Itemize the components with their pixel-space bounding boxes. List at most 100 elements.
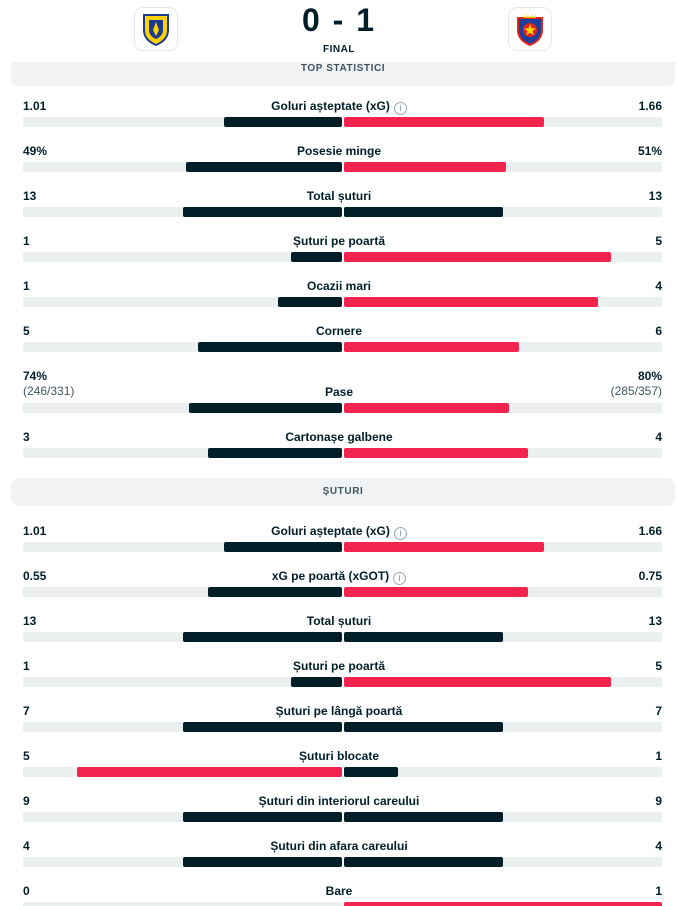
home-stat-value: 0 [23, 884, 30, 898]
stat-row: 0 Bare 1 [0, 884, 678, 906]
home-value-text: 1.01 [23, 99, 47, 113]
shots-stats-list: 1.01 Goluri așteptate (xG) i 1.66 0.55 xG pe … [0, 524, 678, 906]
stat-label-text: Pase [324, 385, 354, 399]
home-bar-track [23, 857, 342, 867]
away-stat-value: 4 [655, 279, 662, 293]
home-value-text: 1 [23, 659, 30, 673]
home-stat-value: 49% [23, 144, 47, 158]
away-stat-value: 5 [655, 234, 662, 248]
home-value-text: 13 [23, 189, 37, 203]
away-bar [344, 632, 503, 642]
away-team-crest[interactable] [509, 8, 551, 50]
info-icon[interactable]: i [393, 102, 407, 115]
fcsb-crest-icon [517, 14, 543, 46]
stat-label: xG pe poartă (xGOT) i [0, 569, 678, 585]
stat-label-text: Goluri așteptate (xG) [271, 99, 390, 113]
home-bar [182, 632, 342, 642]
stat-label: Șuturi blocate [0, 749, 678, 763]
home-bar-track [23, 207, 342, 217]
home-value-text: 49% [23, 144, 48, 158]
away-stat-value: 4 [655, 839, 662, 853]
away-bar-track [344, 767, 662, 777]
stat-label: Goluri așteptate (xG) i [0, 99, 678, 115]
home-stat-value: 74% (246/331) [23, 369, 74, 398]
stat-label: Goluri așteptate (xG) i [0, 524, 678, 540]
home-stat-value: 5 [23, 749, 30, 763]
home-bar-track [23, 812, 342, 822]
stat-label-text: Posesie minge [296, 144, 382, 158]
home-stat-value: 5 [23, 324, 30, 338]
stat-row: 5 Cornere 6 [0, 324, 678, 369]
stat-row: 5 Șuturi blocate 1 [0, 749, 678, 794]
home-bar-track [23, 403, 342, 413]
away-value-text: 4 [655, 279, 662, 293]
away-stat-value: 1 [655, 884, 662, 898]
home-bar [188, 403, 342, 413]
stat-row: 3 Cartonașe galbene 4 [0, 430, 678, 475]
stat-row: 49% Posesie minge 51% [0, 144, 678, 189]
away-stat-value: 7 [655, 704, 662, 718]
away-value-text: 1.66 [638, 99, 662, 113]
home-bar [290, 252, 342, 262]
home-stat-value: 4 [23, 839, 30, 853]
home-value-text: 0 [23, 884, 30, 898]
stat-label: Șuturi pe poartă [0, 659, 678, 673]
away-bar-track [344, 587, 662, 597]
home-bar-track [23, 162, 342, 172]
away-stat-value: 1.66 [639, 99, 662, 113]
home-value-text: 1 [23, 234, 30, 248]
stat-label-text: Ocazii mari [306, 279, 372, 293]
away-bar-track [344, 162, 662, 172]
away-bar [344, 767, 399, 777]
away-bar-track [344, 677, 662, 687]
info-icon[interactable]: i [393, 572, 407, 585]
away-stat-value: 13 [649, 614, 662, 628]
home-stat-value: 0.55 [23, 569, 46, 583]
stat-row: 13 Total șuturi 13 [0, 189, 678, 234]
away-bar [344, 207, 503, 217]
home-stat-value: 13 [23, 189, 36, 203]
home-bar-track [23, 448, 342, 458]
top-stats-list: 1.01 Goluri așteptate (xG) i 1.66 49% Posesie… [0, 99, 678, 475]
home-value-text: 1.01 [23, 524, 47, 538]
away-bar [344, 162, 507, 172]
home-stat-value: 1 [23, 659, 30, 673]
stat-row: 74% (246/331) Pase 80% (285/357) [0, 369, 678, 430]
away-stat-value: 4 [655, 430, 662, 444]
home-value-text: 4 [23, 839, 30, 853]
away-value-text: 7 [655, 704, 662, 718]
home-stat-value: 1.01 [23, 524, 46, 538]
stat-row: 1 Șuturi pe poartă 5 [0, 234, 678, 279]
stat-label: Bare [0, 884, 678, 898]
home-stat-value: 7 [23, 704, 30, 718]
away-bar-track [344, 297, 662, 307]
stat-label: Posesie minge [0, 144, 678, 158]
away-bar [344, 857, 503, 867]
stat-label-text: Șuturi din afara careului [270, 839, 408, 853]
section-header-shots: ȘUTURI [11, 478, 675, 506]
away-bar-track [344, 902, 662, 906]
home-bar [290, 677, 342, 687]
home-bar [182, 857, 342, 867]
home-stat-value: 1 [23, 234, 30, 248]
info-icon[interactable]: i [393, 527, 407, 540]
match-score: 0 - 1 [301, 2, 377, 38]
home-value-text: 74% [23, 369, 48, 383]
stat-label-text: Total șuturi [306, 189, 372, 203]
stat-row: 4 Șuturi din afara careului 4 [0, 839, 678, 884]
match-header: 0 - 1 FINAL [0, 0, 678, 62]
away-value-text: 1.66 [638, 524, 662, 538]
home-bar-track [23, 902, 342, 906]
away-bar-track [344, 207, 662, 217]
stat-row: 1.01 Goluri așteptate (xG) i 1.66 [0, 524, 678, 569]
away-stat-value: 6 [655, 324, 662, 338]
stat-label-text: Șuturi blocate [298, 749, 379, 763]
home-team-crest[interactable] [135, 8, 177, 50]
home-stat-value: 3 [23, 430, 30, 444]
stat-label: Șuturi din afara careului [0, 839, 678, 853]
away-value-text: 1 [655, 884, 662, 898]
stat-label-text: Șuturi pe lângă poartă [275, 704, 403, 718]
away-bar-track [344, 722, 662, 732]
stat-label-text: Șuturi pe poartă [292, 659, 385, 673]
away-bar [344, 722, 503, 732]
